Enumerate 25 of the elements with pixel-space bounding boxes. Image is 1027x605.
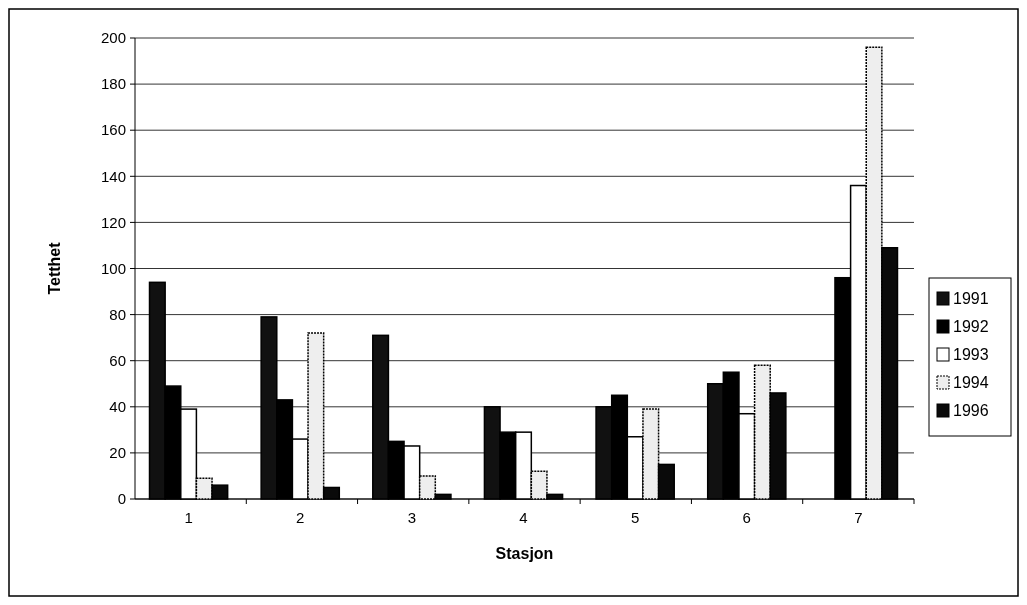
- y-tick-label: 40: [109, 398, 126, 416]
- y-tick-label: 120: [100, 213, 126, 231]
- y-tick-label: 80: [109, 305, 126, 323]
- y-axis-title: Tetthet: [46, 241, 63, 295]
- legend-label: 1996: [953, 401, 989, 419]
- legend-label: 1992: [953, 317, 989, 335]
- legend-label: 1991: [953, 289, 989, 307]
- y-tick-label: 200: [100, 29, 126, 47]
- y-tick-label: 140: [100, 167, 126, 185]
- x-tick-label: 2: [296, 509, 305, 526]
- x-tick-label: 6: [742, 509, 751, 526]
- x-tick-label: 1: [184, 509, 193, 526]
- y-tick-label: 180: [100, 75, 126, 93]
- x-tick-label: 5: [630, 509, 640, 526]
- legend-label: 1994: [953, 373, 989, 391]
- y-tick-label: 20: [109, 444, 126, 462]
- x-tick-label: 3: [407, 509, 417, 526]
- x-tick-label: 4: [519, 509, 528, 526]
- y-tick-label: 0: [117, 490, 126, 508]
- x-tick-label: 7: [854, 509, 863, 526]
- y-tick-label: 60: [109, 351, 126, 369]
- y-tick-label: 100: [100, 259, 126, 277]
- legend-label: 1993: [953, 345, 989, 363]
- x-axis-title: Stasjon: [495, 545, 554, 562]
- y-tick-label: 160: [100, 121, 126, 139]
